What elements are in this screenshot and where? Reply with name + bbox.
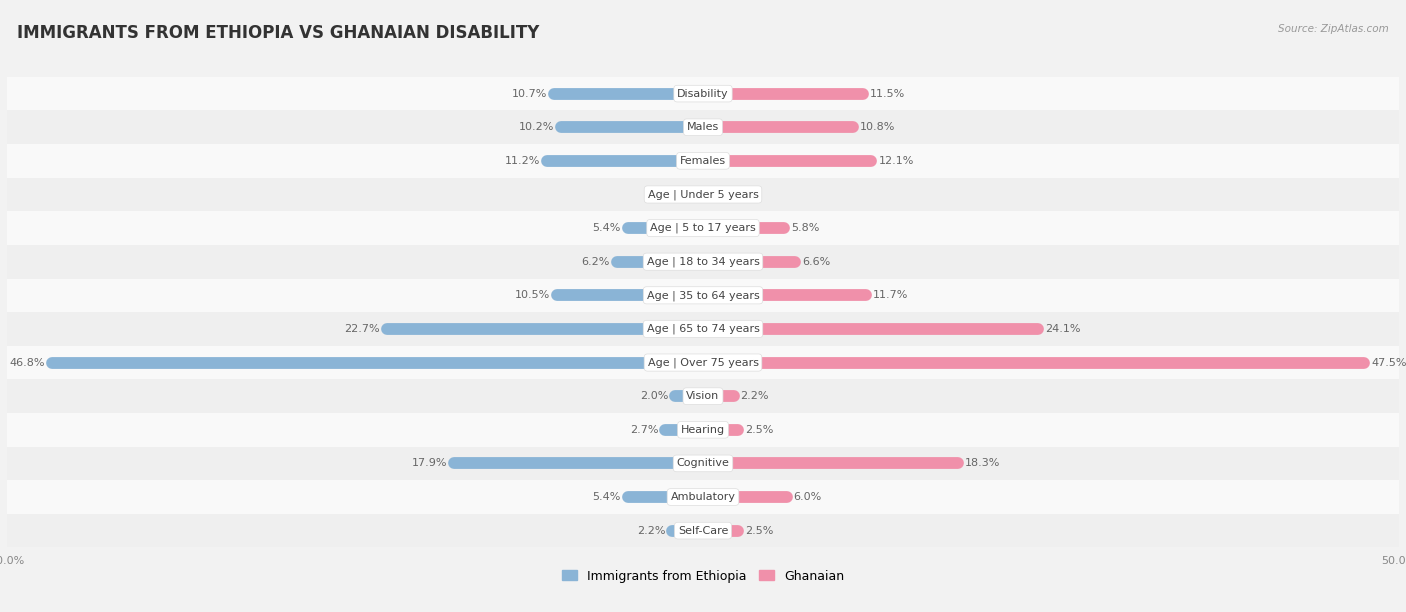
FancyBboxPatch shape <box>7 447 1399 480</box>
Text: 12.1%: 12.1% <box>879 156 914 166</box>
Text: Age | Under 5 years: Age | Under 5 years <box>648 189 758 200</box>
FancyBboxPatch shape <box>7 480 1399 514</box>
Text: 22.7%: 22.7% <box>344 324 380 334</box>
Legend: Immigrants from Ethiopia, Ghanaian: Immigrants from Ethiopia, Ghanaian <box>557 564 849 588</box>
Text: 2.5%: 2.5% <box>745 526 773 536</box>
Text: Self-Care: Self-Care <box>678 526 728 536</box>
Text: 2.7%: 2.7% <box>630 425 658 435</box>
Text: Age | 18 to 34 years: Age | 18 to 34 years <box>647 256 759 267</box>
Text: 10.7%: 10.7% <box>512 89 547 99</box>
Text: IMMIGRANTS FROM ETHIOPIA VS GHANAIAN DISABILITY: IMMIGRANTS FROM ETHIOPIA VS GHANAIAN DIS… <box>17 24 540 42</box>
Text: 47.5%: 47.5% <box>1371 357 1406 368</box>
Text: Hearing: Hearing <box>681 425 725 435</box>
Text: 5.4%: 5.4% <box>592 223 621 233</box>
Text: 46.8%: 46.8% <box>8 357 45 368</box>
Text: 2.0%: 2.0% <box>640 391 668 401</box>
Text: 6.2%: 6.2% <box>581 256 610 267</box>
Text: Males: Males <box>688 122 718 132</box>
FancyBboxPatch shape <box>7 76 1399 110</box>
FancyBboxPatch shape <box>7 144 1399 177</box>
Text: Ambulatory: Ambulatory <box>671 492 735 502</box>
FancyBboxPatch shape <box>7 413 1399 447</box>
Text: Vision: Vision <box>686 391 720 401</box>
FancyBboxPatch shape <box>7 211 1399 245</box>
Text: 1.2%: 1.2% <box>727 190 755 200</box>
Text: 2.2%: 2.2% <box>637 526 665 536</box>
FancyBboxPatch shape <box>7 346 1399 379</box>
FancyBboxPatch shape <box>7 278 1399 312</box>
Text: 11.7%: 11.7% <box>873 290 908 300</box>
FancyBboxPatch shape <box>7 110 1399 144</box>
Text: Age | Over 75 years: Age | Over 75 years <box>648 357 758 368</box>
Text: 2.2%: 2.2% <box>741 391 769 401</box>
Text: 10.5%: 10.5% <box>515 290 550 300</box>
Text: 1.1%: 1.1% <box>652 190 681 200</box>
Text: Age | 5 to 17 years: Age | 5 to 17 years <box>650 223 756 233</box>
FancyBboxPatch shape <box>7 514 1399 548</box>
Text: 10.8%: 10.8% <box>860 122 896 132</box>
Text: 6.6%: 6.6% <box>801 256 830 267</box>
Text: Source: ZipAtlas.com: Source: ZipAtlas.com <box>1278 24 1389 34</box>
Text: 10.2%: 10.2% <box>519 122 554 132</box>
Text: 2.5%: 2.5% <box>745 425 773 435</box>
Text: 6.0%: 6.0% <box>793 492 821 502</box>
Text: 5.4%: 5.4% <box>592 492 621 502</box>
Text: 11.2%: 11.2% <box>505 156 540 166</box>
Text: 5.8%: 5.8% <box>790 223 820 233</box>
FancyBboxPatch shape <box>7 177 1399 211</box>
Text: 24.1%: 24.1% <box>1046 324 1081 334</box>
FancyBboxPatch shape <box>7 245 1399 278</box>
Text: 18.3%: 18.3% <box>965 458 1000 468</box>
Text: 11.5%: 11.5% <box>870 89 905 99</box>
Text: Age | 35 to 64 years: Age | 35 to 64 years <box>647 290 759 300</box>
Text: Cognitive: Cognitive <box>676 458 730 468</box>
FancyBboxPatch shape <box>7 312 1399 346</box>
Text: Females: Females <box>681 156 725 166</box>
Text: Age | 65 to 74 years: Age | 65 to 74 years <box>647 324 759 334</box>
Text: 17.9%: 17.9% <box>412 458 447 468</box>
FancyBboxPatch shape <box>7 379 1399 413</box>
Text: Disability: Disability <box>678 89 728 99</box>
